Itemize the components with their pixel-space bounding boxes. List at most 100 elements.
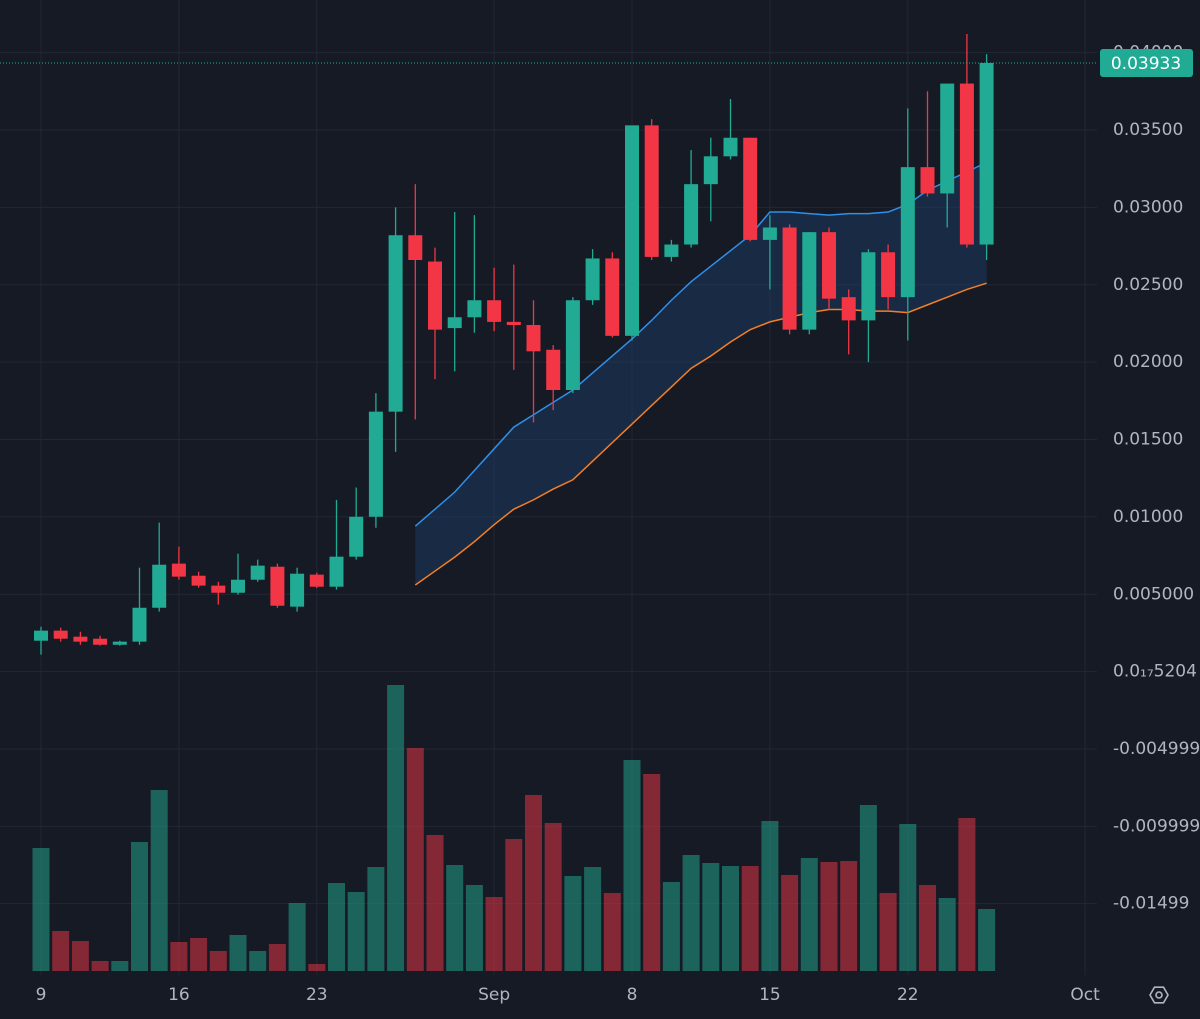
x-tick-label: Sep <box>478 985 510 1005</box>
settings-icon-center[interactable] <box>1155 991 1163 999</box>
candle-body <box>723 137 738 157</box>
candle-body <box>132 607 147 642</box>
candle-body <box>487 300 502 322</box>
volume-bar <box>367 867 385 971</box>
candle-body <box>802 232 817 330</box>
candle-body <box>959 83 974 245</box>
y-tick-label: 0.02500 <box>1113 275 1183 295</box>
candle-body <box>546 349 561 390</box>
candle-body <box>191 575 206 586</box>
y-tick-label: 0.03000 <box>1113 197 1183 217</box>
candle-body <box>349 516 364 557</box>
volume-bar <box>544 823 562 971</box>
candle-body <box>526 325 541 352</box>
candle-body <box>428 261 442 330</box>
candle-body <box>309 574 324 587</box>
volume-bar <box>643 774 661 971</box>
candle-body <box>920 167 935 194</box>
badge-layer: 0.03933 <box>0 48 1193 77</box>
volume-bar <box>899 824 917 971</box>
candle-body <box>152 564 167 608</box>
candle-body <box>447 317 462 329</box>
volume-bar <box>209 951 227 971</box>
volume-bar <box>682 855 700 971</box>
volume-bar <box>32 848 50 971</box>
band-line <box>414 282 987 586</box>
band-layer <box>414 161 987 586</box>
candle-body <box>171 563 186 577</box>
y-tick-label: -0.01499 <box>1113 894 1189 914</box>
volume-bar <box>781 875 799 971</box>
settings-icon[interactable] <box>1149 986 1169 1004</box>
volume-bar <box>229 935 247 971</box>
y-tick-label: 0.01000 <box>1113 507 1183 527</box>
candle-body <box>585 258 600 301</box>
candle-body <box>73 636 88 642</box>
volume-bar <box>71 941 89 971</box>
volume-bar <box>623 760 641 971</box>
x-tick-label: Oct <box>1070 985 1100 1005</box>
vol-layer <box>32 685 996 971</box>
candle-body <box>743 137 758 240</box>
volume-bar <box>52 931 70 971</box>
candle-body <box>979 62 994 245</box>
y-tick-label: 0.03500 <box>1113 120 1183 140</box>
volume-bar <box>702 863 720 971</box>
volume-bar <box>840 861 858 971</box>
candle-body <box>93 638 108 645</box>
volume-bar <box>603 893 621 971</box>
volume-bar <box>800 858 818 971</box>
volume-bar <box>190 938 208 971</box>
volume-bar <box>406 748 424 971</box>
volume-bar <box>426 835 444 971</box>
x-tick-label: 9 <box>36 985 47 1005</box>
volume-bar <box>958 818 976 971</box>
volume-bar <box>387 685 405 971</box>
volume-bar <box>91 961 109 971</box>
last-price-badge <box>1100 48 1193 77</box>
volume-bar <box>741 866 759 971</box>
volume-bar <box>919 885 936 971</box>
x-tick-label: 8 <box>627 985 638 1005</box>
volume-bar <box>938 898 956 971</box>
candle-body <box>940 83 955 194</box>
candle-body <box>881 252 896 298</box>
volume-bar <box>859 805 877 971</box>
y-tick-label: 0.02000 <box>1113 352 1183 372</box>
candle-body <box>664 244 679 257</box>
volume-bar <box>662 882 680 971</box>
volume-bar <box>288 903 306 971</box>
candle-body <box>644 125 659 257</box>
volume-bar <box>820 862 838 971</box>
settings-icon-outline[interactable] <box>1149 986 1169 1004</box>
candle-body <box>861 252 876 321</box>
candle-body <box>231 579 245 593</box>
y-tick-label: -0.004999 <box>1113 739 1200 759</box>
candle-body <box>112 641 127 645</box>
volume-bar <box>308 964 326 971</box>
candle-body <box>250 565 265 580</box>
volume-bar <box>505 839 523 971</box>
candle-body <box>605 258 620 336</box>
last-price-label: 0.03933 <box>1111 54 1181 74</box>
candle-body <box>211 585 226 593</box>
volume-bar <box>150 790 168 971</box>
candle-body <box>762 227 777 240</box>
volume-bar <box>584 867 602 971</box>
candle-body <box>388 235 403 412</box>
volume-bar <box>525 795 542 971</box>
volume-bar <box>761 821 779 971</box>
volume-bar <box>131 842 148 971</box>
candle-body <box>625 125 639 336</box>
y-tick-label: -0.009999 <box>1113 816 1200 836</box>
candle-body <box>900 167 915 298</box>
candle-body <box>467 300 482 318</box>
volume-bar <box>111 961 129 971</box>
y-tick-label: 0.0₁₇5204 <box>1113 662 1197 682</box>
y-tick-label: 0.01500 <box>1113 430 1183 450</box>
band-fill <box>415 162 987 585</box>
candle-body <box>368 411 383 517</box>
volume-bar <box>268 944 286 971</box>
